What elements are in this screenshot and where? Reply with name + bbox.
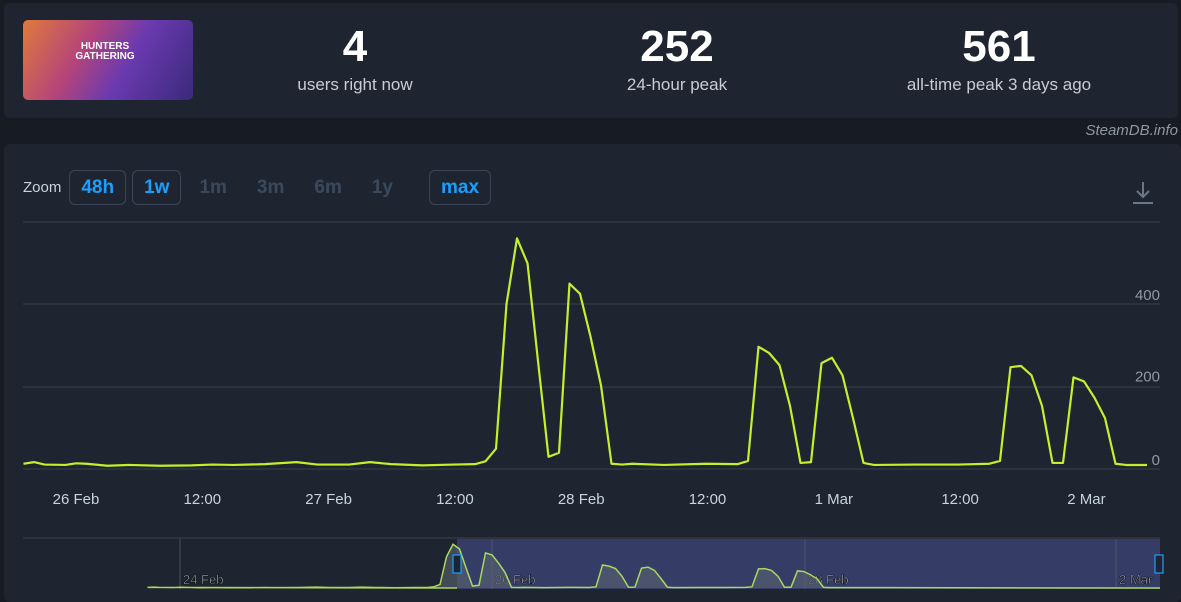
stat-label: 24-hour peak — [626, 75, 728, 94]
stat-24h-peak: 252 24-hour peak — [527, 21, 827, 95]
game-thumbnail: HUNTERS GATHERING — [23, 20, 193, 100]
chart-panel — [4, 144, 1181, 602]
x-tick-label: 27 Feb — [305, 491, 352, 508]
stat-all-time-peak: 561 all-time peak 3 days ago — [849, 21, 1149, 95]
steamdb-credit[interactable]: SteamDB.info — [1085, 122, 1178, 139]
download-icon[interactable] — [1131, 180, 1155, 206]
stat-current-users: 4 users right now — [205, 21, 505, 95]
zoom-label: Zoom — [23, 179, 62, 196]
y-tick-label: 400 — [1135, 287, 1160, 304]
zoom-controls: Zoom 48h 1w 1m 3m 6m 1y max — [23, 170, 492, 205]
series-line — [23, 237, 1147, 467]
x-tick-label: 28 Feb — [558, 491, 605, 508]
zoom-1m-button[interactable]: 1m — [199, 177, 227, 198]
zoom-1y-button[interactable]: 1y — [371, 177, 393, 198]
x-tick-label: 26 Feb — [53, 491, 100, 508]
navigator-line — [147, 543, 1161, 589]
x-tick-label: 12:00 — [436, 491, 474, 508]
zoom-max-button[interactable]: max — [429, 170, 492, 205]
stat-value: 252 — [640, 22, 714, 71]
navigator-right-handle[interactable] — [1154, 554, 1164, 574]
stat-value: 561 — [962, 22, 1036, 71]
zoom-1w-button[interactable]: 1w — [132, 170, 182, 205]
navigator-label: 2 Mar — [1119, 572, 1153, 587]
navigator-area — [147, 544, 1160, 588]
x-tick-label: 12:00 — [689, 491, 727, 508]
x-tick-label: 2 Mar — [1067, 491, 1105, 508]
zoom-3m-button[interactable]: 3m — [256, 177, 285, 198]
x-tick-label: 12:00 — [184, 491, 222, 508]
stat-label: all-time peak 3 days ago — [906, 75, 1092, 94]
navigator-label: 24 Feb — [183, 572, 223, 587]
stat-label: users right now — [297, 75, 413, 94]
y-tick-label: 200 — [1135, 369, 1160, 386]
zoom-6m-button[interactable]: 6m — [314, 177, 342, 198]
y-tick-label: 0 — [1152, 452, 1160, 469]
zoom-48h-button[interactable]: 48h — [69, 170, 127, 205]
navigator-left-handle[interactable] — [452, 554, 462, 574]
game-logo-text: HUNTERS GATHERING — [75, 41, 135, 62]
x-tick-label: 1 Mar — [815, 491, 853, 508]
stats-card: HUNTERS GATHERING 4 users right now 252 24… — [4, 3, 1178, 118]
stat-value: 4 — [342, 22, 368, 71]
x-tick-label: 12:00 — [941, 491, 979, 508]
